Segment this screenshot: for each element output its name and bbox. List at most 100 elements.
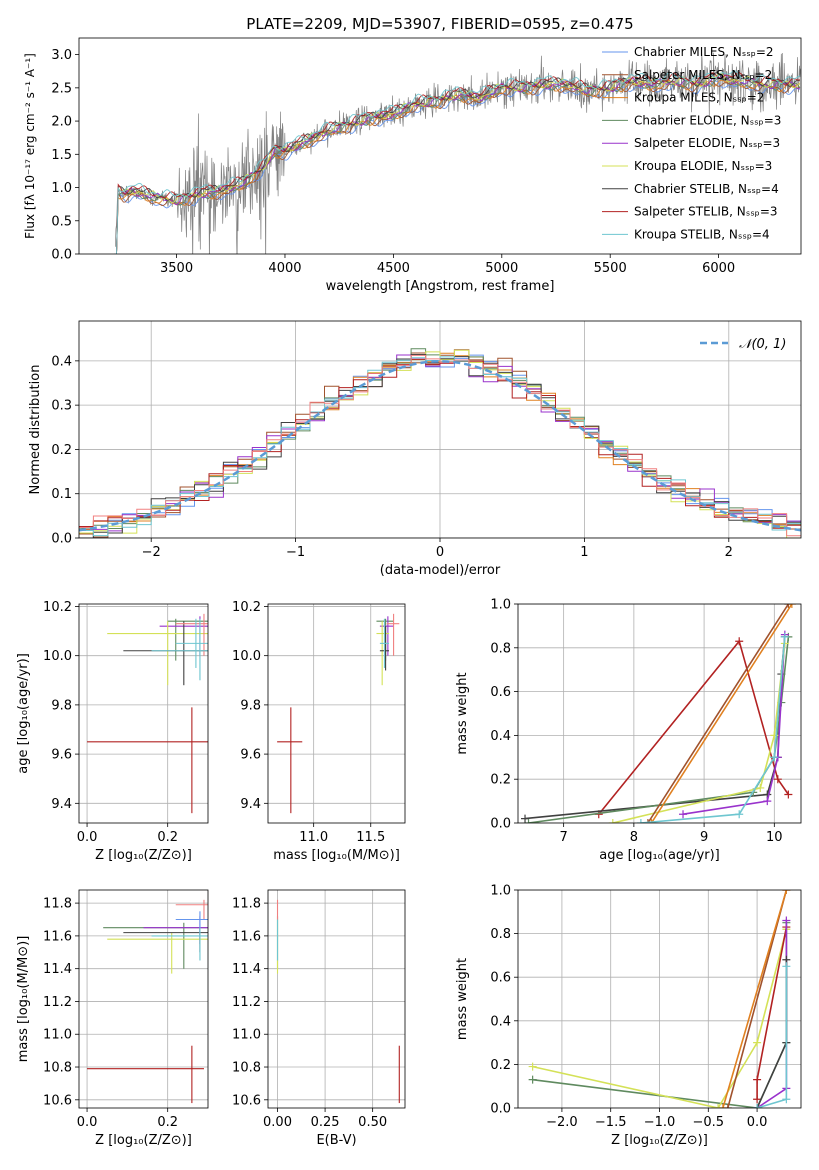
y-tick-label: 0.3: [51, 399, 72, 414]
plot-area: [79, 321, 801, 538]
x-tick-label: 1: [580, 545, 588, 560]
y-tick-label: 9.6: [240, 748, 261, 763]
x-axis-label: Z [log₁₀(Z/Z⊙)]: [611, 1133, 708, 1148]
y-tick-label: 0.2: [490, 1058, 511, 1073]
y-tick-label: 3.0: [51, 48, 72, 63]
y-tick-label: 9.8: [240, 698, 261, 713]
weight-marker: [679, 810, 688, 819]
observed-spectrum: [115, 52, 801, 254]
legend-label: Salpeter STELIB, Nₛₛₚ=3: [634, 205, 778, 219]
panel-age-vs-mass: 11.0 11.5 9.4 9.6 9.8 10.0 10.2 mass [log₁₀(M/M…: [232, 600, 406, 863]
panel-mass-vs-z: 0.0 0.2 10.6 10.8 11.0 11.2 11.4 11.6 11.8 Z [log…: [16, 889, 209, 1148]
weight-marker: [753, 1095, 762, 1104]
weight-marker: [643, 819, 652, 823]
y-tick-label: 0.4: [490, 1014, 511, 1029]
axes-frame: [78, 37, 802, 255]
weight-marker: [773, 775, 782, 784]
weight-marker: [780, 632, 789, 641]
y-tick-label: 0.1: [51, 487, 72, 502]
weight-marker: [521, 814, 530, 823]
y-tick-label: 0.0: [51, 248, 72, 263]
plot-area: [518, 604, 801, 823]
panel-mass-vs-ebv: 0.00 0.25 0.50 10.6 10.8 11.0 11.2 11.4 11.6 11.8…: [232, 889, 406, 1148]
axes-frame: [267, 603, 406, 824]
y-axis-label: Normed distribution: [28, 365, 43, 495]
x-axis-label: (data-model)/error: [380, 563, 501, 578]
axes-frame: [78, 889, 209, 1109]
y-axis-label: mass weight: [455, 672, 470, 754]
weight-marker: [782, 962, 791, 971]
x-tick-label: 11.0: [299, 830, 328, 845]
y-tick-label: 1.5: [51, 148, 72, 163]
y-tick-label: 11.2: [43, 995, 72, 1010]
x-tick-label: 0.50: [358, 1115, 387, 1130]
y-tick-label: 0.4: [490, 729, 511, 744]
y-tick-label: 2.5: [51, 81, 72, 96]
plot-area: [268, 890, 405, 1108]
y-tick-label: 10.0: [232, 649, 261, 664]
histogram-7: [79, 358, 801, 529]
weight-line-7: [640, 636, 786, 823]
x-tick-label: 0.0: [77, 1115, 98, 1130]
weight-marker: [782, 890, 791, 894]
weight-marker: [753, 1104, 762, 1108]
x-tick-label: 7: [560, 830, 568, 845]
legend-label: Chabrier STELIB, Nₛₛₚ=4: [634, 182, 779, 196]
x-tick-label: 10: [766, 830, 783, 845]
y-tick-label: 9.4: [51, 797, 72, 812]
y-axis-label: mass [log₁₀(M/M⊙)]: [16, 936, 31, 1063]
legend-label: Kroupa ELODIE, Nₛₛₚ=3: [634, 159, 772, 173]
weight-line-1: [532, 928, 788, 1108]
weight-marker: [753, 1075, 762, 1084]
y-tick-label: 11.0: [43, 1028, 72, 1043]
chart-title: PLATE=2209, MJD=53907, FIBERID=0595, z=0…: [246, 15, 633, 33]
model-spectrum-5: [114, 72, 801, 254]
weight-marker: [528, 1075, 537, 1084]
axes-frame: [78, 603, 209, 824]
legend-label: Kroupa MILES, Nₛₛₚ=2: [634, 91, 764, 105]
legend-label: Salpeter MILES, Nₛₛₚ=2: [634, 68, 772, 82]
y-tick-label: 0.0: [490, 1102, 511, 1117]
weight-marker: [735, 810, 744, 819]
x-tick-label: 0.2: [157, 830, 178, 845]
y-tick-label: 10.0: [43, 649, 72, 664]
y-axis-label: mass weight: [455, 958, 470, 1040]
x-tick-label: −0.5: [693, 1115, 725, 1130]
weight-line-5: [647, 604, 790, 823]
x-tick-label: 8: [630, 830, 638, 845]
panel-age-vs-z: 0.0 0.2 9.4 9.6 9.8 10.0 10.2 Z [log₁₀(Z/Z⊙)] ag…: [16, 600, 209, 863]
axes-frame: [517, 889, 802, 1109]
y-tick-label: 10.6: [43, 1093, 72, 1108]
y-tick-label: 0.2: [490, 773, 511, 788]
x-tick-label: 5500: [594, 261, 627, 276]
x-axis-label: Z [log₁₀(Z/Z⊙)]: [95, 1133, 192, 1148]
y-tick-label: 9.4: [240, 797, 261, 812]
weight-marker: [647, 819, 656, 823]
y-tick-label: 10.2: [232, 600, 261, 615]
y-tick-label: 0.5: [51, 214, 72, 229]
x-axis-label: wavelength [Angstrom, rest frame]: [326, 279, 555, 294]
y-axis-label: age [log₁₀(age/yr)]: [16, 653, 31, 774]
x-axis-label: age [log₁₀(age/yr)]: [599, 848, 720, 863]
y-tick-label: 10.6: [232, 1093, 261, 1108]
y-tick-label: 2.0: [51, 115, 72, 130]
y-tick-label: 0.8: [490, 927, 511, 942]
y-tick-label: 10.8: [43, 1061, 72, 1076]
y-tick-label: 10.2: [43, 600, 72, 615]
weight-marker: [528, 1062, 537, 1071]
legend-label: Salpeter ELODIE, Nₛₛₚ=3: [634, 136, 780, 150]
weight-marker: [782, 1095, 791, 1104]
y-tick-label: 11.6: [232, 929, 261, 944]
x-tick-label: −1.5: [595, 1115, 627, 1130]
x-axis-label: E(B-V): [316, 1133, 356, 1148]
y-tick-label: 11.2: [232, 995, 261, 1010]
legend-label: 𝒩(0, 1): [739, 337, 786, 352]
plot-area: [79, 890, 208, 1108]
y-tick-label: 10.8: [232, 1061, 261, 1076]
x-tick-label: 2: [725, 545, 733, 560]
legend-label: Chabrier MILES, Nₛₛₚ=2: [634, 45, 774, 59]
weight-marker: [784, 790, 793, 799]
x-tick-label: 11.5: [356, 830, 385, 845]
y-tick-label: 0.0: [51, 532, 72, 547]
weight-line-6: [650, 604, 793, 823]
